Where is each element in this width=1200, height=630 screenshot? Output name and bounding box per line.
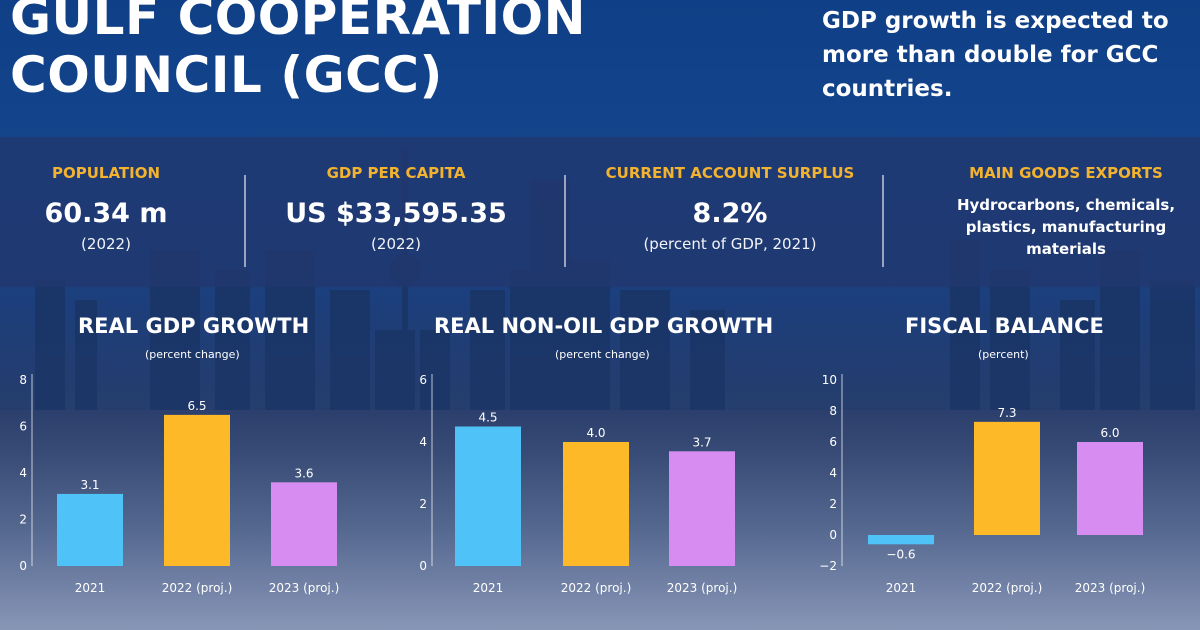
chart-plot: 0 2 4 6 8 3.1 2021 6.5 2022 (proj.) 3.6 2023 (proj… [19, 373, 340, 595]
stat-population-label: POPULATION [51, 164, 161, 182]
stat-gdp-per-capita-label: GDP PER CAPITA [326, 164, 466, 182]
header: GULF COOPERATION COUNCIL (GCC) GDP growt… [0, 0, 1200, 135]
bar-value-label: 3.7 [692, 435, 711, 449]
y-tick-label: 2 [829, 497, 837, 511]
x-tick-label: 2021 [75, 581, 106, 595]
stat-current-account-note: (percent of GDP, 2021) [643, 235, 817, 253]
chart-subtitle: (percent change) [145, 348, 240, 361]
bar-2023-proj [1077, 442, 1143, 535]
stat-gdp-per-capita-value: US $33,595.35 [285, 198, 507, 229]
y-tick-label: 0 [419, 559, 427, 573]
stat-current-account: CURRENT ACCOUNT SURPLUS 8.2% (percent of… [585, 137, 875, 287]
bar-2022-proj [974, 421, 1040, 535]
bar-2022-proj [164, 414, 230, 566]
chart-subtitle: (percent change) [555, 348, 650, 361]
real-gdp-growth-chart: REAL GDP GROWTH (percent change) 0 2 4 6 8 3.… [0, 300, 400, 600]
y-tick-label: 2 [19, 513, 27, 527]
y-tick-label: 4 [829, 466, 837, 480]
y-tick-label: 8 [19, 373, 27, 387]
y-tick-label: 0 [19, 559, 27, 573]
bar-2021 [57, 493, 123, 566]
stat-main-exports-value: Hydrocarbons, chemicals, plastics, manuf… [956, 196, 1176, 258]
stat-main-exports-label: MAIN GOODS EXPORTS [969, 164, 1163, 182]
stat-gdp-per-capita-note: (2022) [371, 235, 421, 253]
x-tick-label: 2023 (proj.) [269, 581, 340, 595]
y-tick-label: 2 [419, 497, 427, 511]
x-tick-label: 2022 (proj.) [162, 581, 233, 595]
chart-subtitle: (percent) [978, 348, 1029, 361]
x-tick-label: 2023 (proj.) [1075, 581, 1146, 595]
chart-title: REAL NON-OIL GDP GROWTH [434, 314, 774, 338]
stat-divider [244, 175, 246, 267]
bar-value-label: 4.0 [586, 426, 605, 440]
key-stats-band: POPULATION 60.34 m (2022) GDP PER CAPITA… [0, 137, 1200, 287]
bar-value-label: 7.3 [997, 406, 1016, 420]
title-line-1: GULF COOPERATION [10, 0, 586, 46]
stat-divider [882, 175, 884, 267]
chart-plot: 0 2 4 6 4.5 2021 4.0 2022 (proj.) 3.7 2023 (proj.… [419, 373, 738, 595]
stat-main-exports: MAIN GOODS EXPORTS Hydrocarbons, chemica… [935, 137, 1197, 287]
x-tick-label: 2022 (proj.) [561, 581, 632, 595]
x-tick-label: 2021 [473, 581, 504, 595]
bar-value-label: −0.6 [886, 547, 915, 561]
chart-title: REAL GDP GROWTH [78, 314, 310, 338]
y-tick-label: 4 [419, 435, 427, 449]
stat-population-note: (2022) [81, 235, 131, 253]
y-tick-label: 8 [829, 404, 837, 418]
chart-plot: −2 0 2 4 6 8 10 −0.6 2021 7.3 2022 (proj.) 6.0 2023 … [819, 373, 1146, 595]
stat-current-account-label: CURRENT ACCOUNT SURPLUS [605, 164, 855, 182]
bar-value-label: 6.5 [187, 399, 206, 413]
stat-population-value: 60.34 m [44, 198, 168, 229]
title-line-2: COUNCIL (GCC) [10, 46, 443, 104]
y-tick-label: 6 [419, 373, 427, 387]
stat-divider [564, 175, 566, 267]
stat-population: POPULATION 60.34 m (2022) [0, 137, 212, 287]
chart-title: FISCAL BALANCE [905, 314, 1104, 338]
x-tick-label: 2023 (proj.) [667, 581, 738, 595]
bar-2023-proj [271, 482, 337, 566]
y-tick-label: 10 [822, 373, 837, 387]
y-tick-label: −2 [819, 559, 837, 573]
tagline: GDP growth is expected to more than doub… [822, 8, 1169, 102]
bar-value-label: 4.5 [478, 411, 497, 425]
bar-value-label: 3.1 [80, 478, 99, 492]
y-tick-label: 6 [19, 420, 27, 434]
real-non-oil-gdp-growth-chart: REAL NON-OIL GDP GROWTH (percent change)… [400, 300, 800, 600]
y-tick-label: 4 [19, 466, 27, 480]
bar-2021 [868, 535, 934, 545]
bar-2023-proj [669, 451, 735, 566]
fiscal-balance-chart: FISCAL BALANCE (percent) −2 0 2 4 6 8 10 −0.6 20… [800, 300, 1200, 600]
x-tick-label: 2022 (proj.) [972, 581, 1043, 595]
y-tick-label: 0 [829, 528, 837, 542]
bar-value-label: 3.6 [294, 466, 313, 480]
stat-current-account-value: 8.2% [692, 198, 768, 229]
x-tick-label: 2021 [886, 581, 917, 595]
bar-2022-proj [563, 442, 629, 566]
bar-2021 [455, 426, 521, 566]
y-tick-label: 6 [829, 435, 837, 449]
stat-gdp-per-capita: GDP PER CAPITA US $33,595.35 (2022) [270, 137, 522, 287]
page-title: GULF COOPERATION COUNCIL (GCC) [10, 0, 650, 104]
bar-value-label: 6.0 [1100, 426, 1119, 440]
